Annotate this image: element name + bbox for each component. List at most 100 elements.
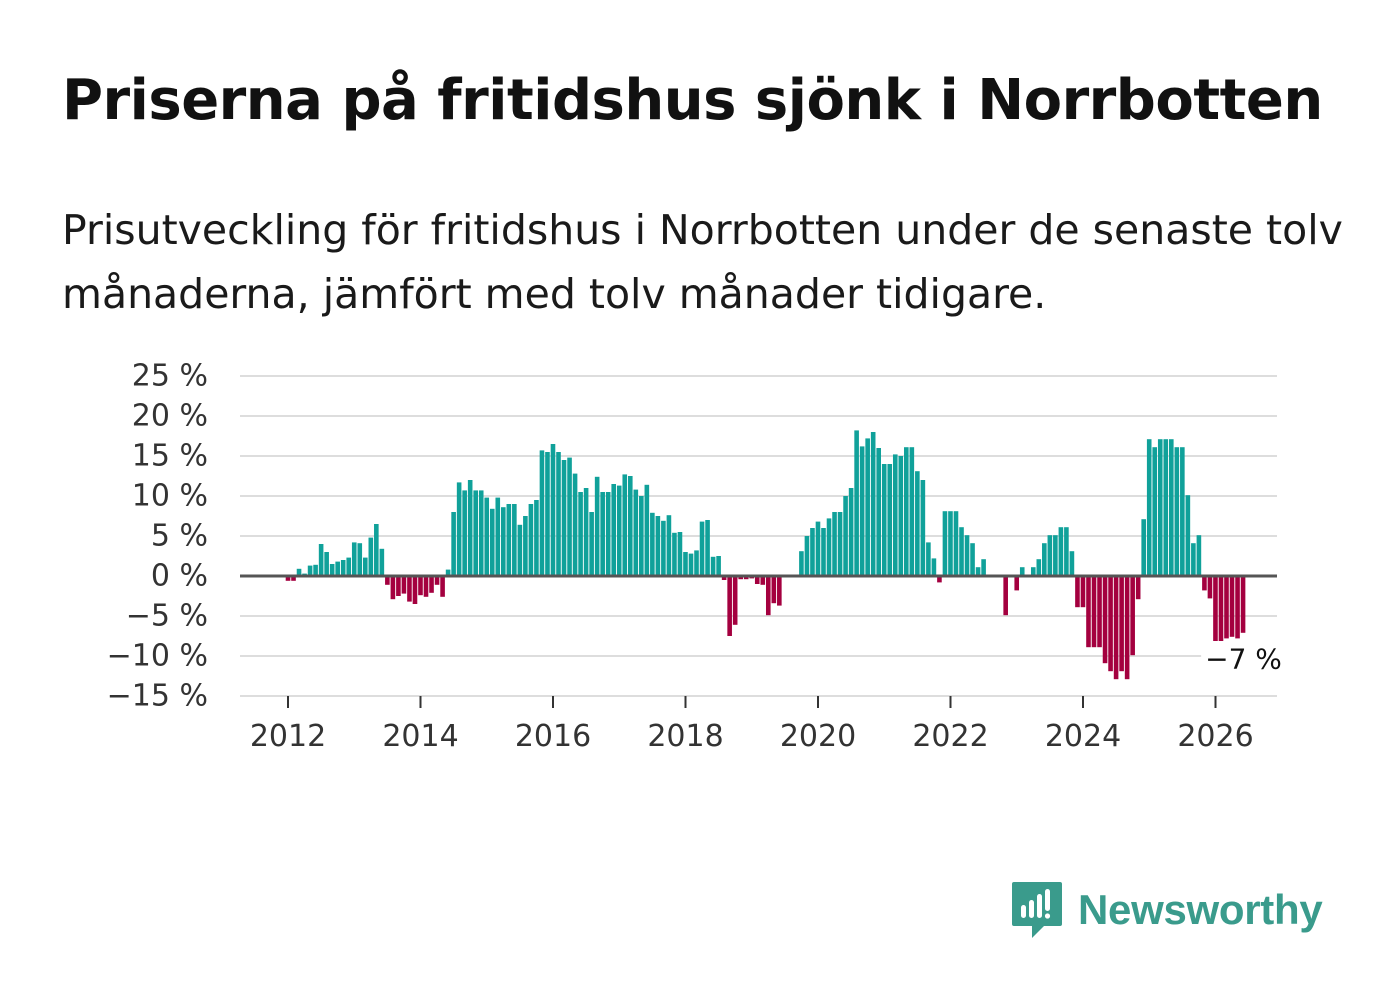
bar <box>1113 576 1119 680</box>
bar <box>975 567 981 576</box>
bar <box>1058 527 1064 576</box>
bar <box>313 564 318 576</box>
y-tick-label: −5 % <box>126 599 208 634</box>
bar <box>1036 559 1042 576</box>
bar <box>501 507 506 576</box>
bar <box>904 447 909 576</box>
bar <box>639 496 644 576</box>
bar <box>545 452 550 576</box>
bar <box>1141 519 1146 576</box>
bar <box>512 504 517 576</box>
bar <box>683 552 688 576</box>
bar <box>694 550 699 576</box>
bar <box>1003 576 1008 616</box>
bar <box>832 512 837 576</box>
bar <box>644 484 650 576</box>
bar <box>655 516 661 576</box>
bar <box>1224 576 1229 639</box>
bar <box>1180 447 1185 576</box>
bar-chart: 25 % 20 % 15 % 10 % 5 % 0 % −5 % −10 % −15 % 201… <box>107 359 1286 754</box>
y-tick-label: 25 % <box>132 359 208 394</box>
bar <box>799 551 804 576</box>
bar <box>324 552 329 576</box>
bar <box>661 520 666 576</box>
bar <box>374 524 379 576</box>
bar <box>1240 576 1246 633</box>
bar <box>1124 576 1130 680</box>
bar <box>721 576 727 580</box>
bar <box>765 576 771 616</box>
bar <box>1053 535 1058 576</box>
grid-lines <box>240 375 1277 697</box>
bar <box>1075 576 1080 608</box>
bar <box>754 576 760 584</box>
bar <box>926 542 931 576</box>
x-tick-label: 2014 <box>382 719 458 754</box>
y-tick-label: −10 % <box>107 639 208 674</box>
bar <box>401 576 407 594</box>
bar <box>815 521 821 576</box>
bar <box>732 576 738 625</box>
bar <box>622 474 628 576</box>
bar <box>837 512 843 576</box>
bar <box>1130 576 1135 656</box>
bar <box>1146 439 1152 576</box>
bar <box>981 559 986 576</box>
bar <box>859 446 865 576</box>
bar <box>1108 576 1113 672</box>
bar <box>600 492 605 576</box>
bar <box>390 576 396 600</box>
bar <box>964 535 970 576</box>
bar <box>456 482 462 576</box>
x-tick-label: 2018 <box>647 719 723 754</box>
bar <box>1152 447 1158 576</box>
x-tick-label: 2026 <box>1177 719 1253 754</box>
bar <box>677 532 683 576</box>
bar <box>1102 576 1108 664</box>
bar <box>506 504 512 576</box>
bar <box>1218 576 1224 647</box>
bar <box>672 532 677 576</box>
bar <box>710 556 716 576</box>
bar <box>738 576 743 580</box>
bar <box>915 471 920 576</box>
bar <box>556 452 561 576</box>
bar <box>567 457 572 576</box>
y-tick-label: 5 % <box>151 519 208 554</box>
y-tick-label: 15 % <box>132 439 208 474</box>
bar <box>528 504 534 576</box>
bar <box>865 438 870 576</box>
bar <box>1196 535 1202 576</box>
bar <box>1086 576 1091 648</box>
bar <box>523 516 528 576</box>
bar <box>462 490 467 576</box>
bar <box>937 576 942 583</box>
bar <box>611 484 617 576</box>
bar <box>887 464 893 576</box>
bar <box>329 564 335 576</box>
bar <box>1080 576 1086 608</box>
annotation-label: −7 % <box>1205 643 1282 676</box>
newsworthy-bar-chart-icon <box>1012 882 1062 938</box>
bar <box>572 473 578 576</box>
bar <box>1019 567 1025 576</box>
bar <box>296 568 302 576</box>
bar <box>909 447 915 576</box>
bar <box>616 485 622 576</box>
bar <box>307 565 313 576</box>
bar <box>318 544 324 576</box>
bar <box>705 520 710 576</box>
bar <box>959 527 964 576</box>
bar <box>484 497 490 576</box>
bar <box>1185 495 1191 576</box>
bar <box>1174 447 1180 576</box>
bar <box>843 496 848 576</box>
bar <box>854 430 859 576</box>
bar <box>666 515 672 576</box>
last-value-annotation: −7 % <box>1201 641 1286 677</box>
bar <box>892 454 898 576</box>
bar <box>1014 576 1020 591</box>
bar <box>534 500 539 576</box>
bar <box>953 511 959 576</box>
bar <box>1157 439 1163 576</box>
